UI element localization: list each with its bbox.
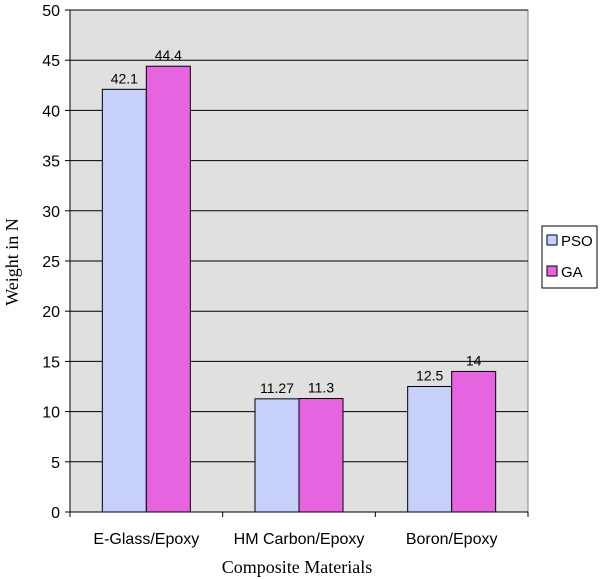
bars	[101, 65, 497, 513]
bar-ga-0	[145, 65, 191, 513]
legend-label-ga: GA	[561, 264, 583, 281]
legend-box	[541, 225, 598, 289]
x-category-label: E-Glass/Epoxy	[93, 531, 199, 548]
y-tick-label: 50	[42, 3, 60, 20]
data-label-pso-1: 11.27	[260, 380, 294, 396]
bar-pso-1	[254, 398, 300, 513]
data-label-ga-2: 14	[466, 352, 482, 368]
bar-ga-2	[451, 370, 497, 513]
data-label-pso-0: 42.1	[111, 70, 138, 86]
legend: PSO GA	[541, 225, 598, 289]
data-label-ga-1: 11.3	[308, 380, 334, 396]
y-tick-label: 5	[51, 455, 60, 472]
data-label-ga-0: 44.4	[155, 47, 182, 63]
legend-label-pso: PSO	[561, 233, 593, 250]
y-axis-title: Weight in N	[2, 218, 22, 306]
x-category-label: Boron/Epoxy	[406, 531, 498, 548]
y-tick-label: 10	[42, 405, 60, 422]
x-axis-categories: E-Glass/Epoxy HM Carbon/Epoxy Boron/Epoxy	[69, 512, 529, 548]
y-tick-label: 25	[42, 254, 60, 271]
x-axis-title: Composite Materials	[222, 557, 372, 577]
y-tick-label: 15	[42, 354, 60, 371]
y-tick-label: 35	[42, 154, 60, 171]
y-tick-label: 20	[42, 304, 60, 321]
bar-pso-2	[407, 386, 453, 513]
data-labels: 42.1 44.4 11.27 11.3 12.5 14	[111, 47, 482, 396]
y-tick-label: 40	[42, 103, 60, 120]
legend-swatch-ga	[546, 265, 558, 277]
y-tick-label: 0	[51, 505, 60, 522]
data-label-pso-2: 12.5	[416, 368, 443, 384]
x-category-label: HM Carbon/Epoxy	[234, 531, 365, 548]
y-axis-ticks: 0 5 10 15 20 25 30 35 40 45 50	[42, 3, 70, 522]
bar-pso-0	[101, 88, 147, 513]
y-tick-label: 45	[42, 53, 60, 70]
bar-ga-1	[298, 398, 344, 513]
legend-swatch-pso	[546, 234, 558, 246]
y-tick-label: 30	[42, 204, 60, 221]
